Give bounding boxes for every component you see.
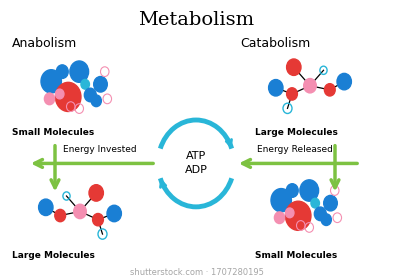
Circle shape — [286, 88, 298, 100]
Text: shutterstock.com · 1707280195: shutterstock.com · 1707280195 — [130, 268, 263, 277]
Circle shape — [91, 95, 101, 107]
Circle shape — [81, 80, 90, 89]
Circle shape — [337, 73, 351, 90]
Circle shape — [84, 88, 96, 102]
Circle shape — [285, 208, 294, 218]
Circle shape — [321, 214, 331, 225]
Text: Large Molecules: Large Molecules — [255, 128, 338, 137]
Text: Energy Released: Energy Released — [257, 145, 333, 154]
Circle shape — [268, 80, 283, 96]
Circle shape — [285, 201, 311, 230]
Circle shape — [56, 65, 68, 78]
Circle shape — [300, 180, 319, 201]
Text: Energy Invested: Energy Invested — [63, 145, 137, 154]
Circle shape — [94, 76, 107, 92]
Text: Anabolism: Anabolism — [12, 37, 77, 50]
Circle shape — [44, 93, 55, 105]
Circle shape — [55, 82, 81, 111]
Circle shape — [271, 188, 291, 212]
Circle shape — [304, 78, 316, 93]
Text: Catabolism: Catabolism — [240, 37, 310, 50]
Circle shape — [324, 195, 337, 211]
Circle shape — [286, 184, 298, 197]
Circle shape — [55, 89, 64, 99]
Circle shape — [107, 205, 121, 222]
Text: Large Molecules: Large Molecules — [12, 251, 95, 260]
Circle shape — [93, 213, 103, 226]
Circle shape — [74, 204, 86, 219]
Text: Small Molecules: Small Molecules — [255, 251, 337, 260]
Circle shape — [286, 59, 301, 75]
Circle shape — [41, 70, 61, 93]
Circle shape — [314, 207, 326, 221]
Text: ATP
ADP: ATP ADP — [185, 151, 208, 176]
Circle shape — [55, 209, 66, 222]
Circle shape — [39, 199, 53, 216]
Text: Metabolism: Metabolism — [138, 11, 255, 29]
Circle shape — [89, 185, 103, 201]
Circle shape — [324, 84, 335, 96]
Circle shape — [274, 212, 285, 223]
Circle shape — [311, 198, 320, 208]
Circle shape — [70, 61, 88, 82]
Text: Small Molecules: Small Molecules — [12, 128, 94, 137]
